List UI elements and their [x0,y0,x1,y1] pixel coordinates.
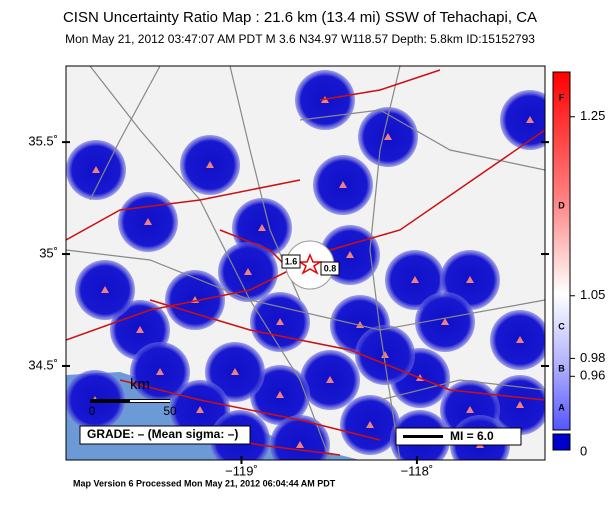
station-marker [144,218,152,225]
colorbar-tick-label: 0.96 [580,368,605,383]
scale-bar-segment [130,400,170,402]
station-coverage [490,310,545,370]
station-marker [296,441,304,448]
station-circles [66,70,545,460]
station-marker [244,268,252,275]
epicenter-star [297,253,323,275]
station-marker [339,181,347,188]
mi-legend-text: MI = 6.0 [450,429,494,443]
station-marker [156,368,164,375]
y-tick-label: 35˚ [39,245,58,260]
mi-legend-line [403,435,443,438]
footer: Map Version 6 Processed Mon May 21, 2012… [73,478,336,488]
grade-text: GRADE: – (Mean sigma: –) [87,427,238,441]
station-marker [136,326,144,333]
station-label: 1.6 [285,256,298,266]
colorbar-grade: D [558,200,565,210]
colorbar-tick-label: 1.25 [580,108,605,123]
station-marker [326,376,334,383]
x-tick-label: −118˚ [401,463,434,478]
station-marker [381,351,389,358]
scale-label: 0 [89,404,96,418]
station-marker [258,224,266,231]
station-marker [441,318,449,325]
station-marker [276,318,284,325]
station-marker [206,161,214,168]
station-marker [526,116,534,123]
station-marker [196,406,204,413]
station-marker [384,133,392,140]
station-marker [516,401,524,408]
scale-unit: km [130,376,150,393]
map-subtitle: Mon May 21, 2012 03:47:07 AM PDT M 3.6 N… [65,32,535,46]
colorbar-under [552,433,571,451]
station-label-box [281,254,301,269]
station-marker [411,276,419,283]
map-title: CISN Uncertainty Ratio Map : 21.6 km (13… [63,9,537,26]
colorbar-grade: C [558,321,565,331]
x-tick-label: −119˚ [225,463,258,478]
station-marker [366,421,374,428]
y-tick-label: 34.5˚ [28,357,58,372]
station-label: 0.8 [324,263,337,273]
station-marker [346,251,354,258]
y-tick-label: 35.5˚ [28,134,58,149]
grade-box [79,425,251,445]
station-marker [101,286,109,293]
station-label-box [320,261,340,276]
colorbar-under-label: 0 [580,443,587,458]
station-marker [466,406,474,413]
station-coverage [500,90,545,150]
colorbar-grade: A [558,402,565,412]
colorbar-grade: F [559,92,565,102]
station-coverage [490,375,545,435]
mi-legend-box [395,427,522,446]
station-marker [466,276,474,283]
station-marker [231,368,239,375]
colorbar [552,71,571,431]
scale-label: 50 [163,404,177,418]
colorbar-grade: B [558,363,565,373]
station-marker [92,166,100,173]
colorbar-tick-label: 0.98 [580,350,605,365]
station-marker [516,336,524,343]
colorbar-tick-label: 1.05 [580,287,605,302]
roads [66,66,545,460]
map-area: 1.6 0.8 km 0 50 GRADE: – (Mean sigma: –)… [66,66,545,460]
station-marker [276,391,284,398]
map-frame [65,65,546,461]
